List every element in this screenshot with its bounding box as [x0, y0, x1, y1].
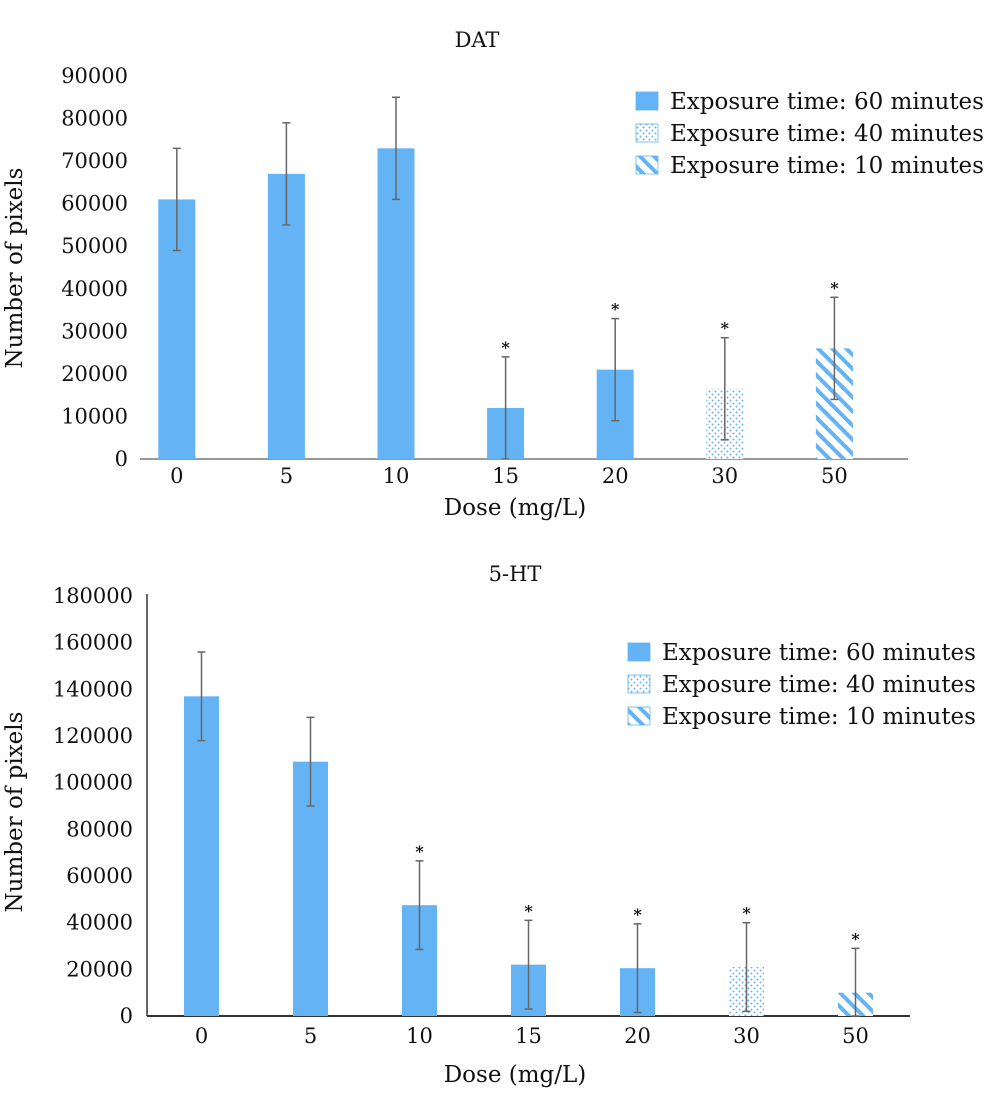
legend-label: Exposure time: 60 minutes: [662, 640, 976, 666]
x-ticks: 0 5 10 15 20 30 50: [170, 464, 848, 488]
error-bar: [851, 947, 860, 1017]
x-tick-label: 10: [383, 464, 410, 488]
error-bars: [197, 651, 860, 1017]
y-tick-label: 140000: [53, 677, 133, 701]
y-tick-label: 120000: [53, 724, 133, 748]
legend-swatch: [627, 706, 651, 726]
x-tick-label: 15: [492, 464, 519, 488]
error-bar: [524, 919, 533, 1010]
significance-star: *: [633, 905, 642, 924]
chart-title: DAT: [455, 28, 500, 52]
y-tick-label: 80000: [61, 107, 128, 131]
significance-star: *: [742, 904, 751, 923]
x-ticks: 0 5 10 15 20 30 50: [195, 1024, 869, 1048]
legend-entry: Exposure time: 40 minutes: [635, 121, 984, 147]
y-tick-label: 70000: [61, 149, 128, 173]
y-tick-label: 80000: [66, 817, 133, 841]
legend-entry: Exposure time: 60 minutes: [635, 89, 984, 115]
x-tick-label: 50: [821, 464, 848, 488]
error-bar: [611, 317, 620, 422]
y-tick-label: 30000: [61, 319, 128, 343]
significance-marks: * * * *: [501, 278, 839, 357]
y-ticks: 0 10000 20000 30000 40000 50000 60000 70000 8000…: [61, 64, 128, 471]
legend-swatch: [635, 123, 659, 143]
error-bar: [172, 147, 181, 252]
y-axis-label: Number of pixels: [2, 712, 28, 913]
legend-label: Exposure time: 40 minutes: [662, 672, 976, 698]
y-tick-label: 0: [120, 1004, 133, 1028]
legend-swatch: [627, 674, 651, 694]
x-tick-label: 30: [711, 464, 738, 488]
significance-marks: * * * * *: [415, 842, 860, 949]
x-tick-label: 0: [195, 1024, 208, 1048]
x-tick-label: 30: [733, 1024, 760, 1048]
legend-entry: Exposure time: 40 minutes: [627, 672, 976, 698]
legend: Exposure time: 60 minutes Exposure time: …: [627, 640, 976, 730]
error-bar: [742, 921, 751, 1013]
legend-entry: Exposure time: 10 minutes: [635, 153, 984, 179]
significance-star: *: [721, 319, 730, 338]
y-tick-label: 20000: [66, 957, 133, 981]
y-tick-label: 10000: [61, 404, 128, 428]
y-tick-label: 90000: [61, 64, 128, 88]
significance-star: *: [415, 842, 424, 861]
y-tick-label: 180000: [53, 584, 133, 608]
x-tick-label: 20: [602, 464, 629, 488]
y-axis-label: Number of pixels: [2, 168, 28, 369]
legend-entry: Exposure time: 10 minutes: [627, 704, 976, 730]
y-tick-label: 0: [115, 447, 128, 471]
error-bar: [306, 716, 315, 807]
error-bar: [392, 96, 400, 201]
error-bars: [172, 96, 839, 460]
y-tick-label: 100000: [53, 771, 133, 795]
x-axis-label: Dose (mg/L): [444, 495, 587, 521]
y-tick-label: 20000: [61, 362, 128, 386]
significance-star: *: [611, 300, 620, 319]
x-tick-label: 15: [515, 1024, 542, 1048]
x-tick-label: 50: [842, 1024, 869, 1048]
x-axis-label: Dose (mg/L): [444, 1062, 587, 1088]
y-tick-label: 50000: [61, 234, 128, 258]
legend-swatch: [635, 91, 659, 111]
error-bar: [501, 356, 510, 460]
y-tick-label: 160000: [53, 631, 133, 655]
legend-swatch: [627, 642, 651, 662]
x-tick-label: 20: [624, 1024, 651, 1048]
x-tick-label: 0: [170, 464, 183, 488]
legend-label: Exposure time: 10 minutes: [670, 153, 984, 179]
chart-title: 5-HT: [489, 562, 542, 586]
error-bar: [282, 122, 291, 226]
bars: [184, 696, 873, 1016]
legend-label: Exposure time: 10 minutes: [662, 704, 976, 730]
error-bar: [197, 651, 206, 742]
x-tick-label: 5: [280, 464, 293, 488]
y-tick-label: 60000: [66, 864, 133, 888]
dat-chart: DAT Number of pixels Dose (mg/L) 0 10000 2…: [2, 28, 984, 521]
legend: Exposure time: 60 minutes Exposure time: …: [635, 89, 984, 179]
significance-star: *: [851, 929, 860, 948]
x-tick-label: 5: [304, 1024, 317, 1048]
legend-label: Exposure time: 60 minutes: [670, 89, 984, 115]
significance-star: *: [501, 338, 510, 357]
5ht-chart: 5-HT Number of pixels Dose (mg/L) 0 20000…: [2, 562, 976, 1088]
error-bar: [415, 860, 424, 951]
error-bar: [830, 296, 839, 401]
y-tick-label: 60000: [61, 192, 128, 216]
significance-star: *: [524, 901, 533, 920]
error-bar: [633, 923, 642, 1014]
y-tick-label: 40000: [61, 277, 128, 301]
y-ticks: 0 20000 40000 60000 80000 100000 120000 140000 1…: [53, 584, 133, 1028]
significance-star: *: [830, 278, 839, 297]
legend-entry: Exposure time: 60 minutes: [627, 640, 976, 666]
bar-0: [184, 696, 219, 1016]
x-tick-label: 10: [406, 1024, 433, 1048]
error-bar: [720, 336, 729, 441]
legend-swatch: [635, 155, 659, 175]
legend-label: Exposure time: 40 minutes: [670, 121, 984, 147]
y-tick-label: 40000: [66, 911, 133, 935]
